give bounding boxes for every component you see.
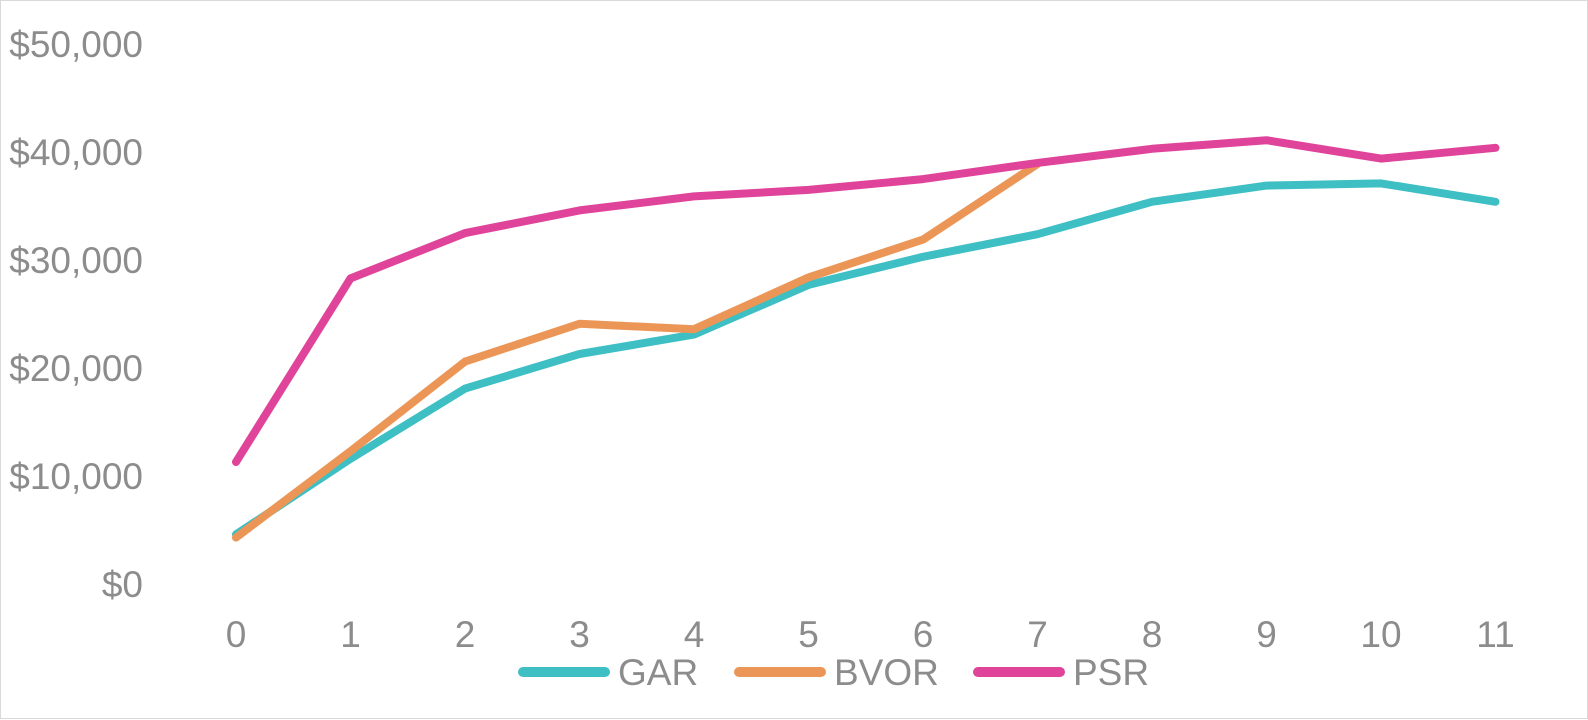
x-axis: 0 1 2 3 4 5 6 7 8 9 10 11 bbox=[226, 614, 1515, 655]
series-line-gar bbox=[232, 179, 1500, 539]
series-line-bvor bbox=[232, 160, 1042, 542]
x-tick-label: 2 bbox=[455, 614, 476, 655]
y-tick-label: $20,000 bbox=[9, 348, 143, 389]
legend-label-psr: PSR bbox=[1073, 652, 1149, 693]
x-tick-label: 11 bbox=[1476, 614, 1514, 655]
y-axis: $0 $10,000 $20,000 $30,000 $40,000 $50,0… bbox=[9, 24, 143, 605]
legend-label-bvor: BVOR bbox=[834, 652, 939, 693]
legend: GAR BVOR PSR bbox=[518, 652, 1149, 693]
y-tick-label: $50,000 bbox=[9, 24, 143, 65]
x-tick-label: 10 bbox=[1360, 614, 1401, 655]
series-line-psr bbox=[232, 136, 1500, 466]
x-tick-label: 6 bbox=[913, 614, 934, 655]
series-layer bbox=[232, 136, 1500, 542]
legend-label-gar: GAR bbox=[618, 652, 698, 693]
x-tick-label: 1 bbox=[340, 614, 361, 655]
x-tick-label: 9 bbox=[1256, 614, 1277, 655]
x-tick-label: 7 bbox=[1027, 614, 1048, 655]
x-tick-label: 0 bbox=[226, 614, 247, 655]
x-tick-label: 5 bbox=[798, 614, 819, 655]
y-tick-label: $10,000 bbox=[9, 456, 143, 497]
x-tick-label: 4 bbox=[684, 614, 705, 655]
y-tick-label: $40,000 bbox=[9, 132, 143, 173]
y-tick-label: $30,000 bbox=[9, 240, 143, 281]
x-tick-label: 8 bbox=[1142, 614, 1163, 655]
y-tick-label: $0 bbox=[102, 564, 143, 605]
x-tick-label: 3 bbox=[569, 614, 590, 655]
